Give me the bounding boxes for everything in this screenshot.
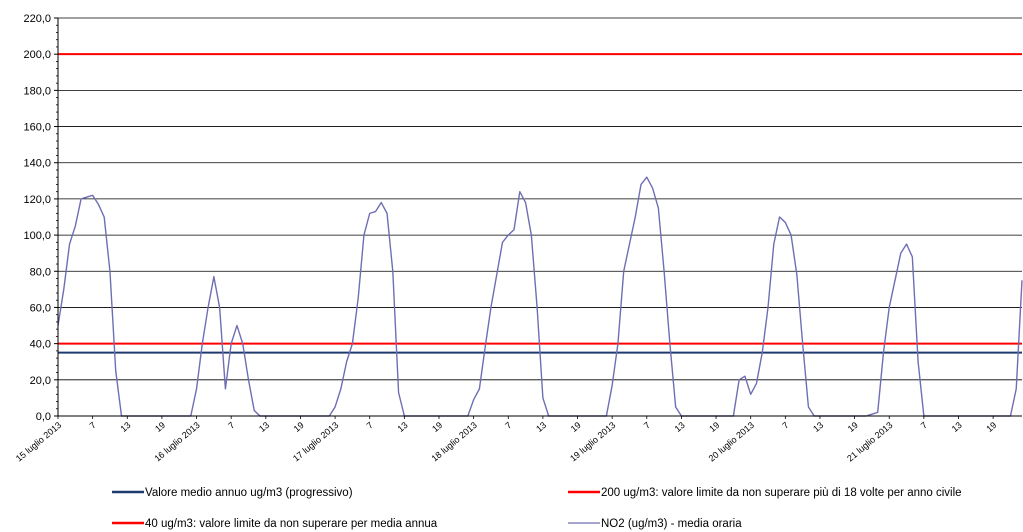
x-tick-label: 7 xyxy=(88,420,98,431)
y-tick-label: 40,0 xyxy=(30,339,51,351)
x-tick-label: 13 xyxy=(118,420,132,434)
x-tick-label: 19 xyxy=(153,420,167,434)
y-tick-label: 180,0 xyxy=(23,85,51,97)
legend-label: NO2 (ug/m3) - media oraria xyxy=(601,518,742,530)
x-tick-label: 7 xyxy=(503,420,513,431)
reference-lines xyxy=(58,53,1022,354)
x-tick-label: 13 xyxy=(396,420,410,434)
x-tick-label: 13 xyxy=(950,420,964,434)
y-tick-label: 60,0 xyxy=(30,302,51,314)
legend-label: Valore medio annuo ug/m3 (progressivo) xyxy=(145,487,353,499)
x-tick-label: 13 xyxy=(811,420,825,434)
y-tick-labels: 0,0 20,0 40,0 60,0 80,0 100,0 120,0 140,0 160,0 1… xyxy=(23,13,51,423)
x-tick-label: 19 xyxy=(292,420,306,434)
x-tick-label: 7 xyxy=(226,420,236,431)
y-tick-label: 120,0 xyxy=(23,194,51,206)
legend-label: 40 ug/m3: valore limite da non superare … xyxy=(145,518,438,530)
y-tick-label: 200,0 xyxy=(23,49,51,61)
y-tick-label: 220,0 xyxy=(23,13,51,25)
y-tick-label: 0,0 xyxy=(36,411,51,423)
x-tick-label: 7 xyxy=(365,420,375,431)
axes xyxy=(54,17,1022,419)
gridlines xyxy=(58,17,1022,381)
legend: Valore medio annuo ug/m3 (progressivo) 20… xyxy=(112,487,962,530)
legend-label: 200 ug/m3: valore limite da non superare… xyxy=(601,487,962,499)
y-tick-label: 100,0 xyxy=(23,230,51,242)
x-tick-label: 7 xyxy=(780,420,790,431)
x-tick-label: 7 xyxy=(642,420,652,431)
x-tick-label: 19 xyxy=(569,420,583,434)
x-tick-label: 19 xyxy=(430,420,444,434)
x-tick-label: 13 xyxy=(257,420,271,434)
x-tick-label: 7 xyxy=(919,420,929,431)
x-tick-label: 19 xyxy=(846,420,860,434)
y-tick-label: 80,0 xyxy=(30,266,51,278)
x-tick-label: 13 xyxy=(673,420,687,434)
x-tick-label: 13 xyxy=(534,420,548,434)
x-tick-label: 15 luglio 2013 xyxy=(14,420,63,464)
y-tick-label: 20,0 xyxy=(30,375,51,387)
y-tick-label: 140,0 xyxy=(23,158,51,170)
y-tick-label: 160,0 xyxy=(23,122,51,134)
x-tick-label: 19 xyxy=(707,420,721,434)
x-tick-label: 19 xyxy=(984,420,998,434)
